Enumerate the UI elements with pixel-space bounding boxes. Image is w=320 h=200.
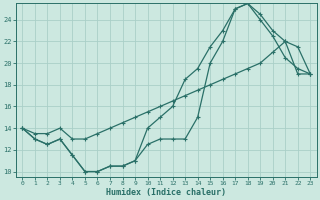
X-axis label: Humidex (Indice chaleur): Humidex (Indice chaleur) (106, 188, 226, 197)
